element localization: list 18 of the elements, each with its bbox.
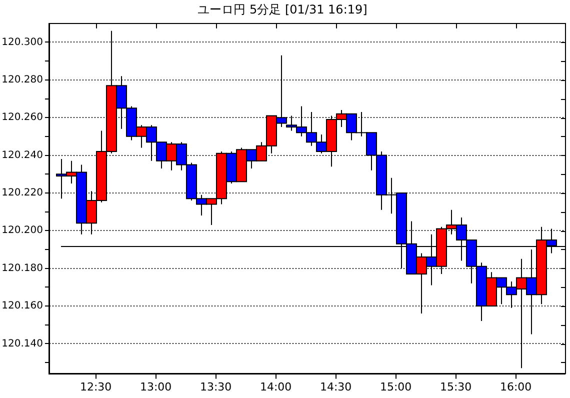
x-tick-label: 13:00 (140, 380, 172, 394)
y-tick-label: 120.140 (2, 338, 43, 350)
x-tick-label: 14:30 (320, 380, 352, 394)
x-tick-label: 13:30 (200, 380, 232, 394)
x-tick-label: 12:30 (80, 380, 112, 394)
y-tick-label: 120.220 (2, 188, 43, 199)
y-tick-label: 120.180 (2, 262, 43, 274)
x-tick-label: 15:00 (380, 380, 412, 394)
x-tick-label: 15:30 (440, 380, 472, 394)
y-tick-label: 120.240 (2, 150, 43, 161)
chart-title: ユーロ円 5分足 [01/31 16:19] (198, 2, 368, 16)
x-tick-label: 16:00 (500, 380, 532, 394)
y-tick-label: 120.160 (2, 300, 43, 312)
y-tick-label: 120.200 (2, 225, 43, 236)
y-tick-label: 120.300 (2, 36, 43, 48)
x-tick-label: 14:00 (260, 380, 292, 394)
y-tick-label: 120.260 (2, 112, 43, 124)
y-tick-label: 120.280 (2, 74, 43, 86)
